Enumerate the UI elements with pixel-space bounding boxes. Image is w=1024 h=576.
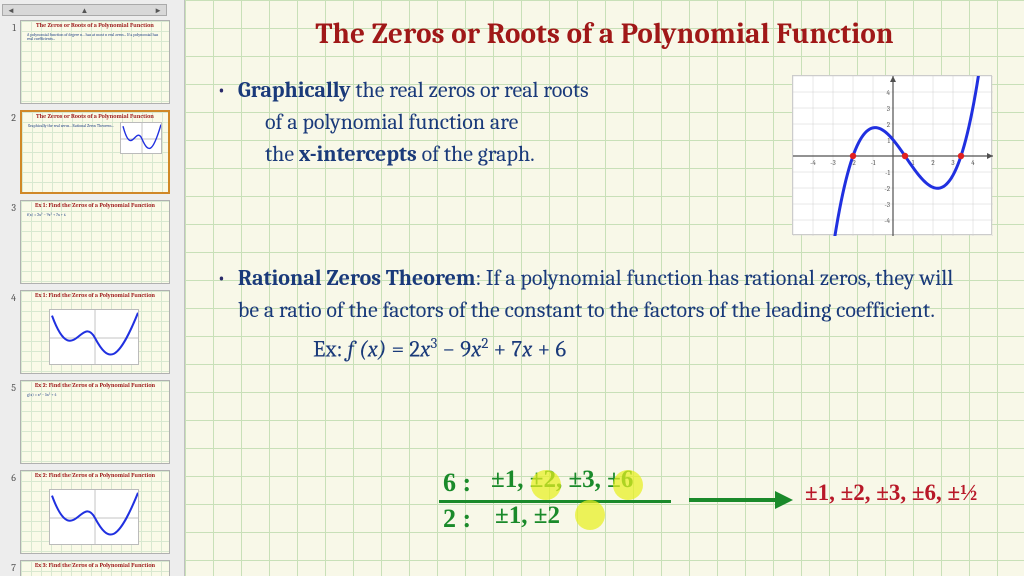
svg-text:-3: -3 (884, 201, 890, 209)
hw-denominator-factors: ±1, ±2 (495, 502, 560, 530)
bullet-dot: • (217, 265, 226, 291)
svg-text:-1: -1 (871, 159, 876, 167)
polynomial-graph: -4-3-2-11234-4-3-2-11234 (792, 75, 992, 235)
hw-numerator-label: 6 : (443, 468, 471, 498)
slide-thumbnail[interactable]: 6Ex 2: Find the Zeros of a Polynomial Fu… (2, 470, 182, 554)
arrow-icon (685, 485, 795, 515)
thumbnail-scroll-up[interactable]: ◄▲► (2, 4, 167, 16)
hw-denominator-label: 2 : (443, 504, 471, 534)
slide-thumbnail[interactable]: 7Ex 3: Find the Zeros of a Polynomial Fu… (2, 560, 182, 576)
svg-text:2: 2 (887, 121, 891, 129)
svg-text:3: 3 (951, 159, 954, 167)
svg-text:4: 4 (887, 89, 891, 97)
slide-thumbnail[interactable]: 2The Zeros or Roots of a Polynomial Func… (2, 110, 182, 194)
example-formula: Ex: f (x) = 2x3 − 9x2 + 7x + 6 (313, 335, 992, 363)
hw-numerator-factors: ±1, ±2, ±3, ±6 (491, 466, 633, 494)
svg-text:4: 4 (971, 159, 975, 167)
bullet2-text: Rational Zeros Theorem: If a polynomial … (238, 263, 978, 327)
slide-canvas: The Zeros or Roots of a Polynomial Funct… (185, 0, 1024, 576)
svg-text:3: 3 (887, 105, 890, 113)
bullet1-line1: Graphically the real zeros or real roots (238, 75, 589, 107)
svg-text:-3: -3 (830, 159, 836, 167)
hw-result: ±1, ±2, ±3, ±6, ±½ (805, 480, 977, 506)
slide-thumbnail[interactable]: 1The Zeros or Roots of a Polynomial Func… (2, 20, 182, 104)
slide-thumbnail[interactable]: 5Ex 2: Find the Zeros of a Polynomial Fu… (2, 380, 182, 464)
svg-text:2: 2 (931, 159, 935, 167)
svg-text:-4: -4 (884, 217, 890, 225)
bullet1-line3: the x-intercepts of the graph. (265, 139, 774, 171)
slide-thumbnail-panel: ◄▲► 1The Zeros or Roots of a Polynomial … (0, 0, 185, 576)
svg-text:-4: -4 (810, 159, 816, 167)
slide-thumbnail[interactable]: 3Ex 1: Find the Zeros of a Polynomial Fu… (2, 200, 182, 284)
svg-text:-2: -2 (884, 185, 890, 193)
bullet-dot: • (217, 77, 226, 103)
bullet-row-1: • Graphically the real zeros or real roo… (217, 75, 992, 235)
slide-thumbnail[interactable]: 4Ex 1: Find the Zeros of a Polynomial Fu… (2, 290, 182, 374)
slide-title: The Zeros or Roots of a Polynomial Funct… (217, 18, 992, 51)
bullet1-line2: of a polynomial function are (265, 107, 774, 139)
svg-text:-1: -1 (885, 169, 890, 177)
bullet-row-2: • Rational Zeros Theorem: If a polynomia… (217, 263, 992, 327)
